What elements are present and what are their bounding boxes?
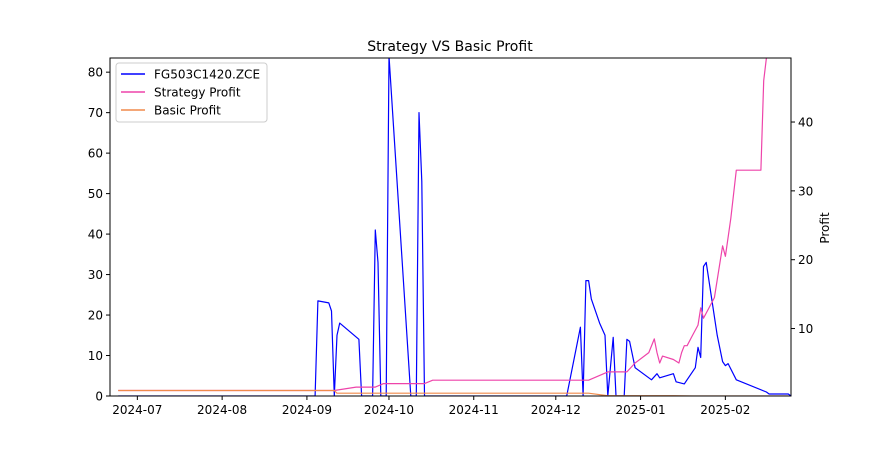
x-tick-label: 2025-01	[616, 403, 666, 417]
y-right-tick-label: 40	[798, 116, 813, 130]
y-axis-right: 10 20 30 40	[791, 116, 813, 336]
y-left-tick-label: 10	[88, 349, 103, 363]
y-right-tick-label: 20	[798, 253, 813, 267]
x-tick-label: 2025-02	[700, 403, 750, 417]
y-right-tick-label: 10	[798, 322, 813, 336]
right-axis-label: Profit	[818, 212, 832, 244]
x-tick-label: 2024-11	[449, 403, 499, 417]
x-tick-label: 2024-08	[197, 403, 247, 417]
y-left-tick-label: 80	[88, 66, 103, 80]
x-tick-label: 2024-07	[112, 403, 162, 417]
y-left-tick-label: 50	[88, 187, 103, 201]
legend-label: Basic Profit	[154, 104, 221, 118]
legend-box	[115, 62, 268, 123]
legend: FG503C1420.ZCE Strategy Profit Basic Profi…	[115, 62, 268, 123]
series-line-3	[118, 389, 789, 396]
y-right-tick-label: 30	[798, 184, 813, 198]
legend-label: FG503C1420.ZCE	[154, 68, 260, 82]
y-left-tick-label: 30	[88, 268, 103, 282]
y-left-tick-label: 70	[88, 106, 103, 120]
series-line-2	[118, 58, 767, 392]
legend-label: Strategy Profit	[154, 86, 241, 100]
series-line-1	[118, 58, 791, 396]
plot-frame	[109, 57, 792, 397]
y-left-tick-label: 60	[88, 147, 103, 161]
x-tick-label: 2024-10	[364, 403, 414, 417]
y-left-tick-label: 20	[88, 309, 103, 323]
x-axis: 2024-07 2024-08 2024-09 2024-10 2024-11 2024-…	[112, 396, 750, 417]
y-left-tick-label: 0	[95, 390, 103, 404]
y-axis-left: 0 10 20 30 40 50 60 70 80	[88, 66, 110, 404]
chart-title: Strategy VS Basic Profit	[367, 39, 533, 55]
x-tick-label: 2024-09	[282, 403, 332, 417]
x-tick-label: 2024-12	[531, 403, 581, 417]
y-left-tick-label: 40	[88, 228, 103, 242]
